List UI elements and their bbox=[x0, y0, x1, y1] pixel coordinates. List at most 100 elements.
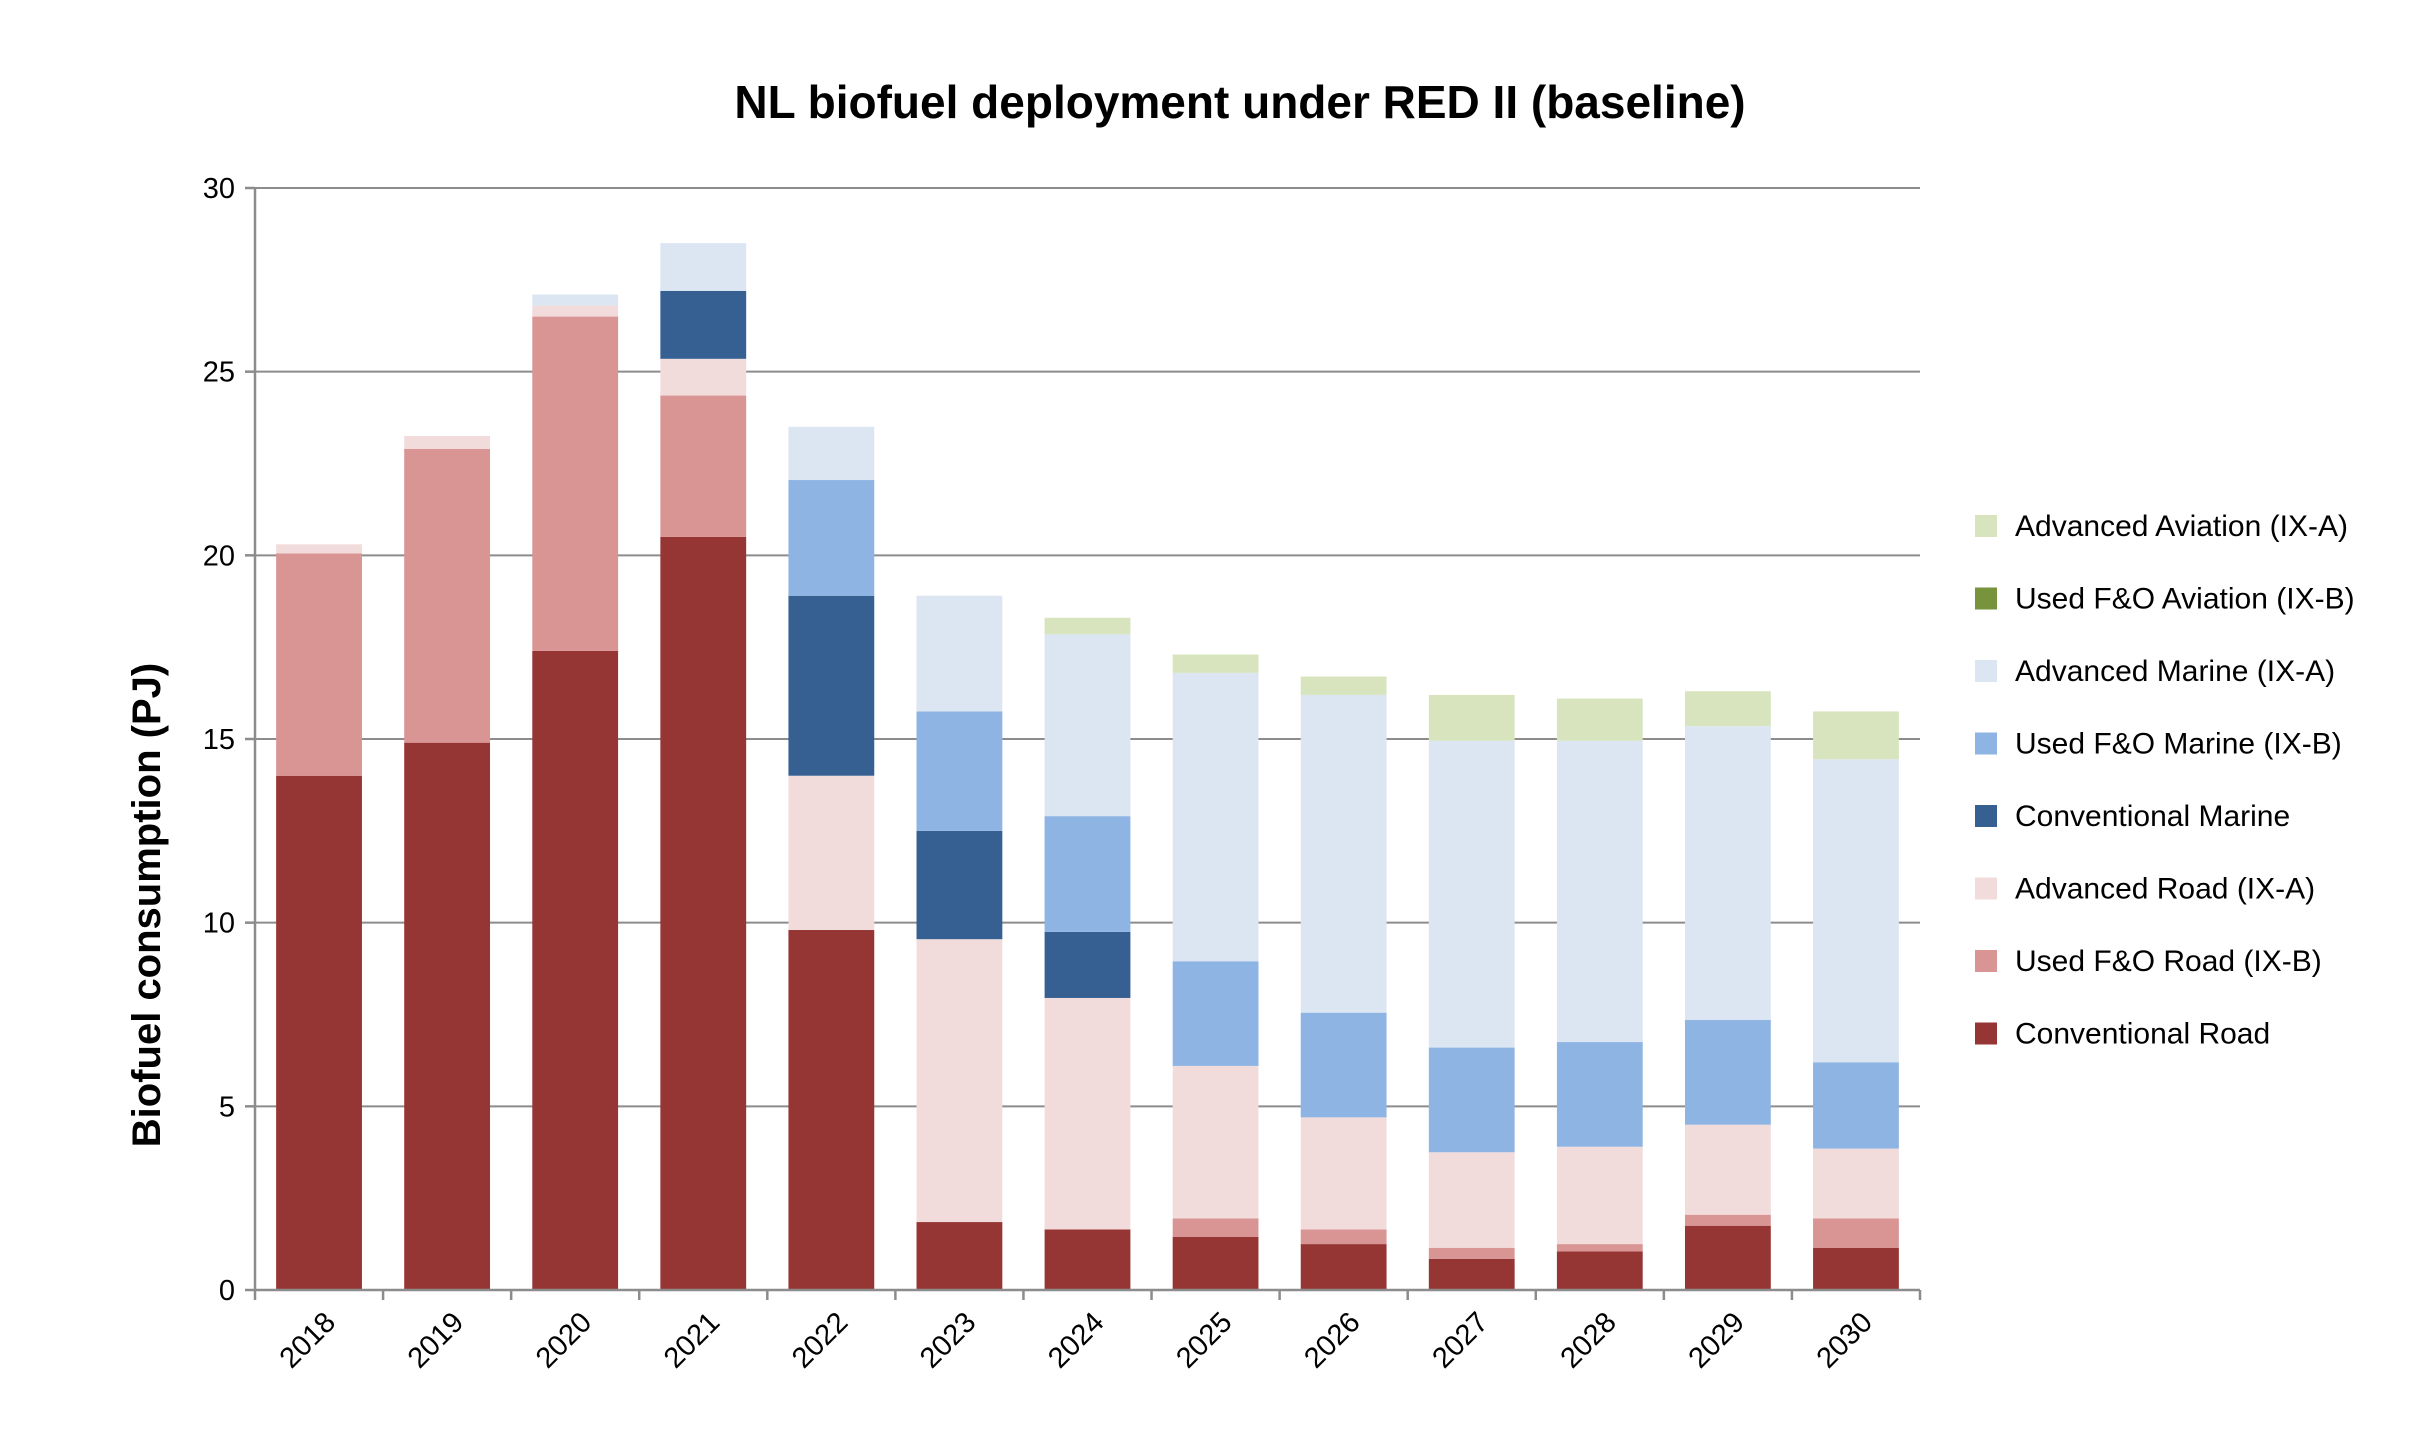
bar-segment bbox=[1428, 1247, 1515, 1259]
bars bbox=[276, 243, 1899, 1290]
x-tick-label: 2021 bbox=[658, 1306, 726, 1374]
bar-segment bbox=[660, 290, 747, 359]
bar-segment bbox=[1684, 1124, 1771, 1215]
bar-segment bbox=[1813, 1247, 1899, 1290]
bar-segment bbox=[1300, 1117, 1387, 1230]
legend-swatch bbox=[1975, 950, 1997, 972]
legend: Advanced Aviation (IX-A) Used F&O Aviatio… bbox=[1975, 510, 2355, 1051]
bar-segment bbox=[1172, 654, 1259, 673]
y-axis-label: Biofuel consumption (PJ) bbox=[125, 663, 169, 1147]
bar-segment bbox=[1044, 1229, 1131, 1290]
bar-segment bbox=[916, 711, 1003, 831]
bar-segment bbox=[404, 742, 491, 1290]
bar-segment bbox=[1428, 1152, 1515, 1248]
bar-segment bbox=[1556, 1251, 1643, 1290]
bar-segment bbox=[1684, 1214, 1771, 1226]
chart-title: NL biofuel deployment under RED II (base… bbox=[734, 76, 1745, 128]
y-tick-label: 15 bbox=[203, 724, 235, 756]
y-tick-label: 20 bbox=[203, 540, 235, 572]
legend-swatch bbox=[1975, 660, 1997, 682]
bar-segment bbox=[1172, 961, 1259, 1066]
bar-segment bbox=[660, 536, 747, 1290]
bar-segment bbox=[1428, 740, 1515, 1048]
legend-label: Used F&O Road (IX-B) bbox=[2015, 945, 2322, 978]
x-tick-label: 2025 bbox=[1170, 1306, 1238, 1374]
bar-segment bbox=[1428, 1047, 1515, 1153]
bar-segment bbox=[916, 595, 1003, 712]
bar-segment bbox=[1300, 1244, 1387, 1290]
bar-segment bbox=[1684, 726, 1771, 1021]
bar-segment bbox=[276, 544, 362, 554]
bar-segment bbox=[1813, 759, 1899, 1063]
bar-segment bbox=[1813, 1148, 1899, 1219]
bar-segment bbox=[1300, 1229, 1387, 1245]
legend-label: Advanced Aviation (IX-A) bbox=[2015, 510, 2348, 543]
y-tick-label: 25 bbox=[203, 357, 235, 389]
y-tick-label: 10 bbox=[203, 908, 235, 940]
bar-segment bbox=[660, 243, 747, 291]
x-tick-label: 2027 bbox=[1426, 1306, 1494, 1374]
bar-segment bbox=[1428, 1258, 1515, 1290]
bar-segment bbox=[916, 830, 1003, 940]
bar-segment bbox=[788, 595, 875, 776]
y-tick-label: 5 bbox=[219, 1091, 235, 1123]
bar-segment bbox=[532, 316, 619, 651]
bar-segment bbox=[916, 1222, 1003, 1290]
bar-segment bbox=[1684, 1020, 1771, 1125]
bar-segment bbox=[1300, 1012, 1387, 1118]
bar-segment bbox=[1300, 694, 1387, 1013]
bar-segment bbox=[1556, 740, 1643, 1043]
bar-segment bbox=[916, 939, 1003, 1223]
legend-label: Used F&O Marine (IX-B) bbox=[2015, 728, 2342, 761]
bar-segment bbox=[1172, 1218, 1259, 1237]
bar-segment bbox=[1556, 1244, 1643, 1252]
bar-segment bbox=[1556, 698, 1643, 741]
legend-swatch bbox=[1975, 877, 1997, 900]
x-tick-label: 2029 bbox=[1683, 1306, 1751, 1374]
legend-swatch bbox=[1975, 587, 1997, 610]
bar-segment bbox=[1172, 1236, 1259, 1290]
bar-segment bbox=[532, 294, 619, 306]
bar-segment bbox=[788, 775, 875, 931]
bar-segment bbox=[1044, 997, 1131, 1230]
legend-label: Advanced Marine (IX-A) bbox=[2015, 655, 2335, 688]
legend-label: Conventional Road bbox=[2015, 1018, 2270, 1051]
y-tick-label: 30 bbox=[203, 173, 235, 205]
bar-segment bbox=[660, 395, 747, 537]
bar-segment bbox=[532, 305, 619, 317]
x-tick-label: 2022 bbox=[786, 1306, 854, 1374]
y-tick-label: 0 bbox=[219, 1275, 235, 1307]
bar-segment bbox=[1300, 676, 1387, 695]
bar-segment bbox=[1813, 1062, 1899, 1149]
legend-swatch bbox=[1975, 515, 1997, 537]
x-tick-label: 2026 bbox=[1298, 1306, 1366, 1374]
bar-segment bbox=[532, 650, 619, 1290]
bar-segment bbox=[404, 435, 491, 449]
x-tick-label: 2023 bbox=[914, 1306, 982, 1374]
x-tick-label: 2020 bbox=[530, 1306, 598, 1374]
bar-segment bbox=[1556, 1146, 1643, 1245]
bar-segment bbox=[276, 553, 362, 776]
bar-segment bbox=[276, 775, 362, 1290]
bar-segment bbox=[1172, 1065, 1259, 1219]
bar-segment bbox=[1684, 691, 1771, 727]
legend-label: Advanced Road (IX-A) bbox=[2015, 873, 2315, 906]
bar-segment bbox=[1813, 711, 1899, 760]
legend-swatch bbox=[1975, 732, 1997, 755]
bar-segment bbox=[1428, 694, 1515, 741]
bar-segment bbox=[660, 358, 747, 396]
bar-segment bbox=[1684, 1225, 1771, 1290]
x-tick-label: 2030 bbox=[1811, 1306, 1879, 1374]
legend-label: Used F&O Aviation (IX-B) bbox=[2015, 583, 2355, 616]
x-tick-label: 2019 bbox=[402, 1306, 470, 1374]
x-tick-label: 2028 bbox=[1555, 1306, 1623, 1374]
bar-segment bbox=[1556, 1042, 1643, 1147]
bar-segment bbox=[788, 426, 875, 481]
bar-segment bbox=[1044, 617, 1131, 635]
x-tick-label: 2024 bbox=[1042, 1306, 1110, 1374]
bar-segment bbox=[788, 480, 875, 596]
legend-label: Conventional Marine bbox=[2015, 800, 2290, 833]
bar-segment bbox=[1813, 1218, 1899, 1248]
bar-segment bbox=[1044, 816, 1131, 932]
